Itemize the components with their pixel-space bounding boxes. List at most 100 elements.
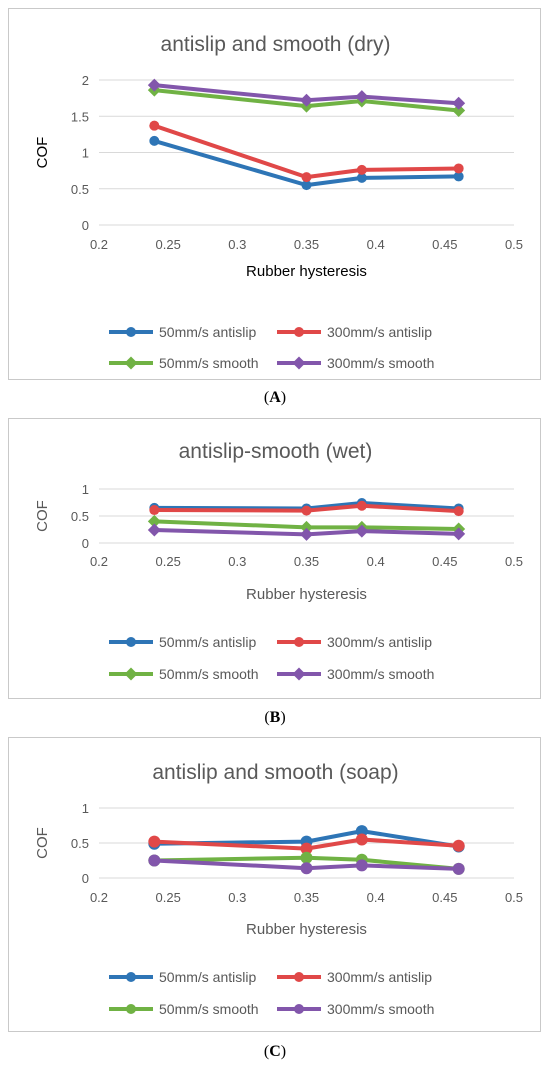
data-point [149, 120, 160, 131]
data-point [356, 500, 367, 511]
data-point [452, 862, 465, 875]
legend-marker [294, 1004, 304, 1014]
y-tick-label: 0.5 [71, 509, 89, 524]
data-point [355, 524, 369, 538]
legend-label: 50mm/s smooth [159, 666, 259, 682]
caption-a-letter: A [269, 389, 281, 406]
legend-entry: 300mm/s antislip [277, 969, 432, 985]
series-1 [148, 833, 465, 855]
x-tick-label: 0.2 [90, 554, 108, 569]
y-tick-label: 0 [82, 871, 89, 886]
data-point [453, 506, 464, 517]
series-line [154, 88, 459, 113]
legend-entry: 300mm/s smooth [277, 1001, 434, 1017]
chart-c-svg: antislip and smooth (soap) 0 0.5 1 0.2 0.25 0.… [34, 761, 523, 1017]
legend-entry: 300mm/s smooth [277, 666, 434, 682]
data-point [300, 851, 313, 864]
data-point [147, 514, 161, 528]
data-point [355, 833, 368, 846]
chart-title: antislip and smooth (soap) [152, 761, 398, 784]
data-point [453, 163, 464, 174]
y-axis-label: COF [34, 500, 51, 532]
x-tick-label: 0.3 [228, 554, 246, 569]
x-tick-label: 0.35 [294, 237, 319, 252]
x-tick-label: 0.5 [505, 890, 523, 905]
data-point [356, 164, 367, 175]
series-line [154, 501, 459, 511]
data-point [356, 172, 367, 183]
legend-label: 300mm/s smooth [327, 666, 434, 682]
x-tick-label: 0.2 [90, 237, 108, 252]
data-point [301, 172, 312, 183]
chart-panel-c: antislip and smooth (soap) 0 0.5 1 0.2 0.25 0.… [8, 737, 541, 1032]
data-point [300, 842, 313, 855]
data-point [300, 520, 313, 534]
legend-entry: 50mm/s smooth [109, 1001, 259, 1017]
data-point [300, 862, 313, 875]
y-tick-label: 0.5 [71, 836, 89, 851]
y-tick-label: 0.5 [71, 182, 89, 197]
legend-entry: 50mm/s smooth [109, 666, 259, 682]
data-point [301, 180, 312, 191]
legend-marker [124, 667, 138, 681]
caption-b-letter: B [269, 709, 281, 726]
x-tick-label: 0.25 [156, 554, 181, 569]
y-axis-label: COF [34, 137, 51, 169]
caption-b: (B) [264, 709, 286, 726]
x-tick-label: 0.4 [367, 554, 385, 569]
data-point [300, 93, 313, 107]
legend-marker [294, 637, 304, 647]
legend-marker [292, 667, 306, 681]
x-tick-label: 0.45 [432, 237, 457, 252]
x-axis-label: Rubber hysteresis [246, 586, 367, 603]
legend-entry: 50mm/s antislip [109, 969, 256, 985]
x-tick-label: 0.5 [505, 237, 523, 252]
data-point [149, 135, 160, 146]
y-tick-label: 0 [82, 536, 89, 551]
legend-label: 50mm/s antislip [159, 634, 256, 650]
x-axis-label: Rubber hysteresis [246, 921, 367, 938]
data-point [300, 527, 313, 541]
legend-marker [294, 327, 304, 337]
legend-marker [126, 1004, 136, 1014]
legend-label: 300mm/s antislip [327, 324, 432, 340]
legend-marker [124, 356, 138, 370]
x-tick-label: 0.25 [156, 237, 181, 252]
legend-entry: 300mm/s antislip [277, 324, 432, 340]
legend-entry: 300mm/s antislip [277, 634, 432, 650]
y-tick-label: 1 [82, 801, 89, 816]
data-point [149, 505, 160, 516]
chart-title: antislip and smooth (dry) [161, 33, 391, 56]
y-axis-label: COF [34, 827, 51, 859]
data-point [452, 527, 466, 541]
legend-label: 50mm/s smooth [159, 1001, 259, 1017]
x-axis-label: Rubber hysteresis [246, 263, 367, 280]
series-line [154, 837, 459, 851]
x-tick-label: 0.45 [432, 890, 457, 905]
chart-a-svg: antislip and smooth (dry) 0 0.5 1 1.5 2 0.2 0.2… [34, 33, 523, 371]
data-point [301, 505, 312, 516]
legend-marker [292, 356, 306, 370]
data-point [355, 90, 369, 104]
y-tick-label: 0 [82, 218, 89, 233]
y-tick-label: 1.5 [71, 109, 89, 124]
legend-label: 50mm/s smooth [159, 355, 259, 371]
legend-label: 50mm/s antislip [159, 969, 256, 985]
legend-entry: 50mm/s smooth [109, 355, 259, 371]
caption-c-letter: C [269, 1043, 281, 1060]
data-point [148, 835, 161, 848]
series-line [154, 83, 459, 106]
data-point [148, 854, 161, 867]
series-line [154, 503, 459, 514]
series-1 [149, 120, 464, 183]
y-tick-label: 1 [82, 146, 89, 161]
x-tick-label: 0.35 [294, 554, 319, 569]
series-3 [147, 78, 466, 110]
series-1 [149, 500, 464, 517]
caption-a: (A) [263, 389, 287, 406]
x-tick-label: 0.4 [367, 237, 385, 252]
x-tick-label: 0.35 [294, 890, 319, 905]
legend-marker [126, 637, 136, 647]
data-point [452, 839, 465, 852]
x-tick-label: 0.45 [432, 554, 457, 569]
